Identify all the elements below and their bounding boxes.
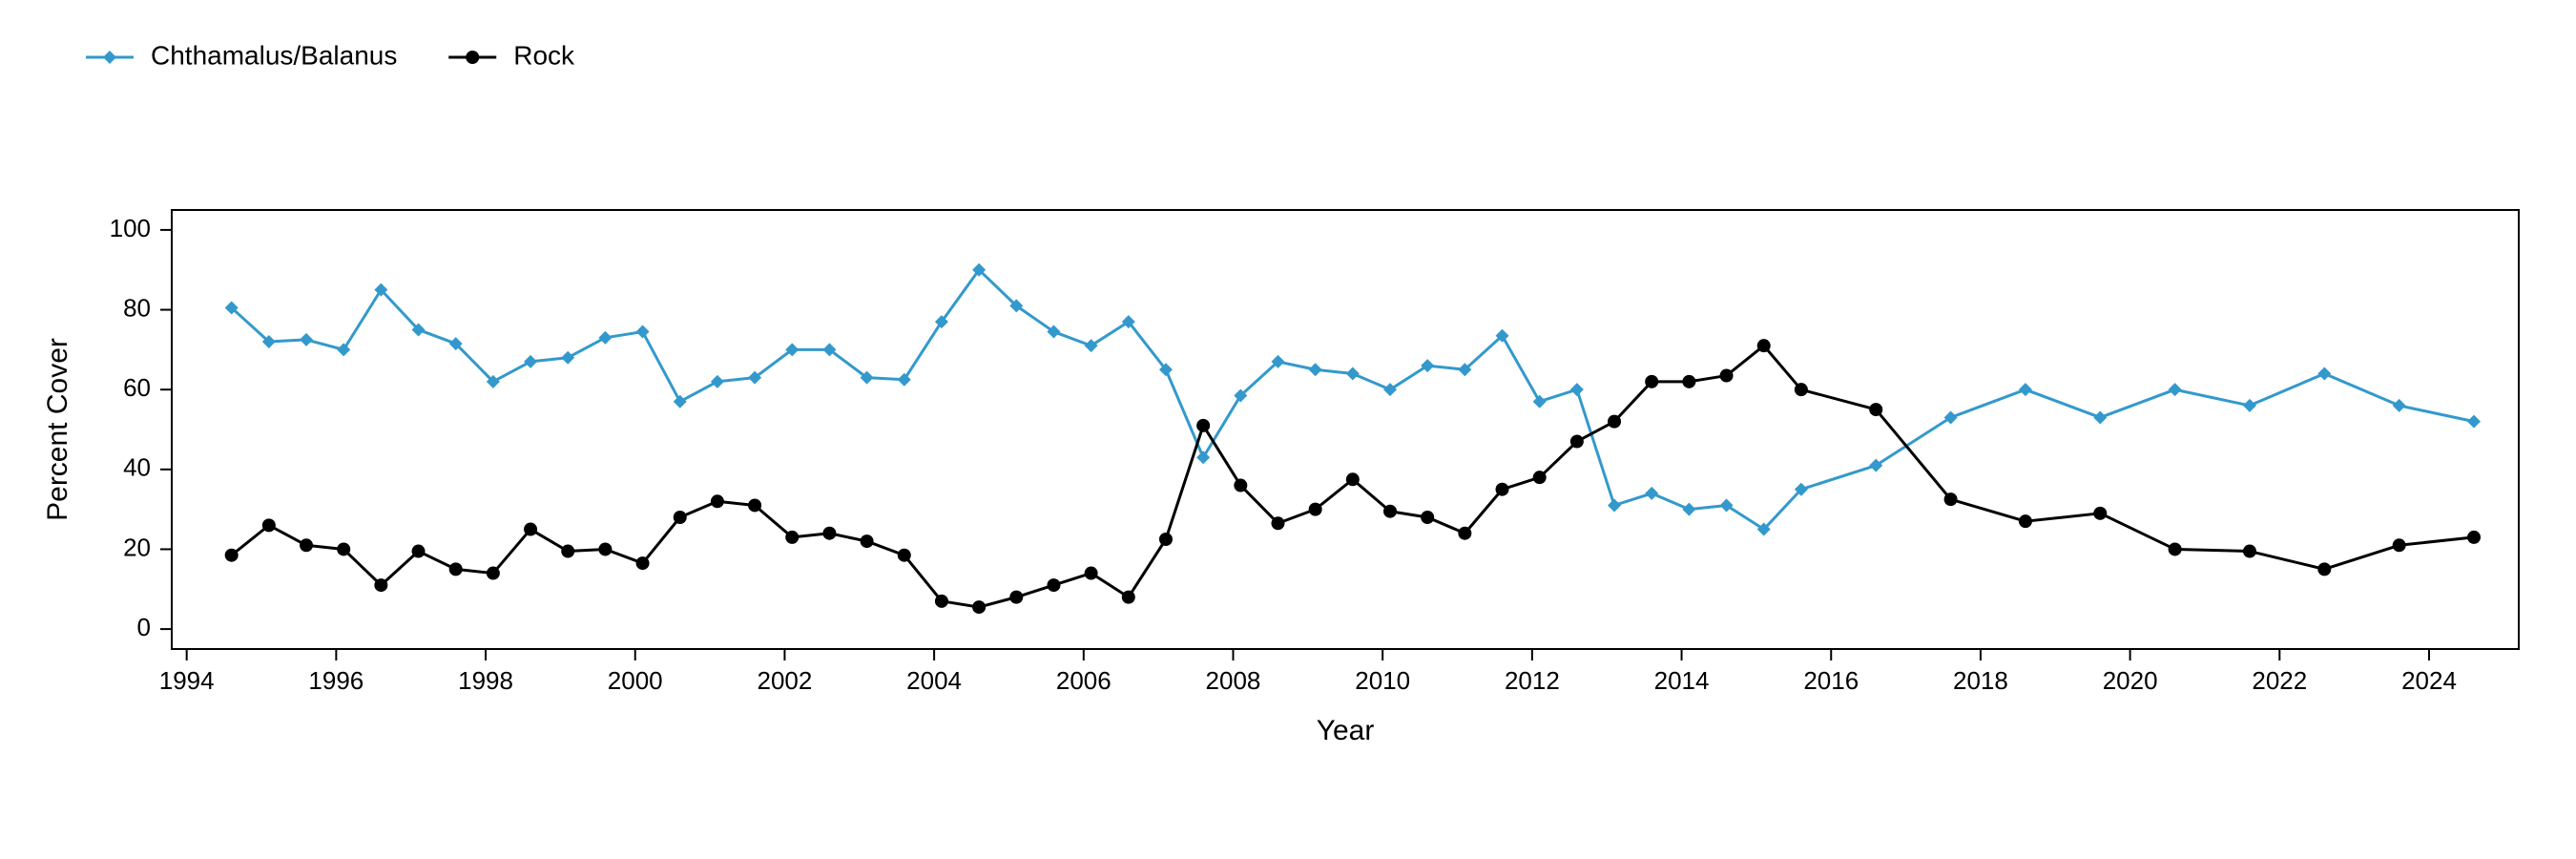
data-point: [1757, 339, 1771, 352]
y-tick-label: 20: [123, 533, 151, 561]
data-point: [561, 545, 574, 558]
y-tick-label: 60: [123, 373, 151, 402]
data-point: [711, 494, 724, 508]
data-point: [2019, 514, 2032, 528]
data-point: [1570, 435, 1584, 449]
x-tick-label: 1998: [458, 666, 513, 695]
data-point: [972, 600, 986, 614]
data-point: [861, 534, 874, 548]
data-point: [300, 538, 313, 552]
data-point: [412, 545, 426, 558]
x-tick-label: 2016: [1803, 666, 1859, 695]
data-point: [598, 542, 612, 555]
y-tick-label: 40: [123, 453, 151, 482]
data-point: [1234, 479, 1247, 492]
x-tick-label: 2014: [1654, 666, 1710, 695]
data-point: [822, 527, 836, 540]
y-tick-label: 0: [137, 613, 151, 641]
y-axis-label: Percent Cover: [42, 338, 73, 521]
x-tick-label: 1996: [308, 666, 364, 695]
data-point: [1196, 419, 1210, 432]
x-tick-label: 2022: [2252, 666, 2307, 695]
data-point: [935, 595, 948, 608]
data-point: [1496, 483, 1509, 496]
data-point: [785, 531, 799, 544]
data-point: [1682, 375, 1695, 388]
data-point: [1720, 369, 1734, 383]
legend-label: Rock: [513, 40, 575, 70]
x-tick-label: 2008: [1206, 666, 1261, 695]
x-tick-label: 2002: [757, 666, 812, 695]
data-point: [2093, 507, 2107, 520]
x-tick-label: 1994: [159, 666, 215, 695]
data-point: [674, 511, 687, 524]
y-tick-label: 80: [123, 293, 151, 322]
data-point: [262, 518, 276, 532]
data-point: [2317, 562, 2331, 576]
data-point: [1421, 511, 1434, 524]
data-point: [1009, 591, 1023, 604]
x-tick-label: 2004: [906, 666, 962, 695]
data-point: [1944, 492, 1958, 506]
x-tick-label: 2024: [2401, 666, 2457, 695]
data-point: [1608, 415, 1621, 429]
data-point: [898, 549, 911, 562]
data-point: [2169, 542, 2182, 555]
data-point: [748, 498, 761, 512]
y-tick-label: 100: [110, 214, 151, 242]
data-point: [2243, 545, 2256, 558]
data-point: [487, 567, 500, 580]
data-point: [1458, 527, 1471, 540]
chart-container: { "chart": { "type": "line", "width_px":…: [0, 0, 2576, 859]
x-axis-label: Year: [1317, 715, 1375, 746]
data-point: [449, 562, 463, 576]
x-tick-label: 2000: [608, 666, 663, 695]
data-point: [225, 549, 239, 562]
x-tick-label: 2020: [2103, 666, 2158, 695]
data-point: [1795, 383, 1808, 396]
x-tick-label: 2006: [1056, 666, 1111, 695]
line-chart: 0 20 40 60 80 100 Percent Cover 1994 1996 1998 200…: [0, 0, 2576, 859]
data-point: [1047, 578, 1060, 592]
data-point: [337, 542, 350, 555]
data-point: [374, 578, 387, 592]
data-point: [2393, 538, 2406, 552]
x-tick-label: 2010: [1355, 666, 1410, 695]
data-point: [1122, 591, 1135, 604]
legend-marker: [466, 51, 479, 64]
data-point: [1645, 375, 1658, 388]
data-point: [1271, 516, 1284, 530]
data-point: [1533, 471, 1547, 484]
x-tick-label: 2018: [1953, 666, 2008, 695]
legend-label: Chthamalus/Balanus: [151, 40, 397, 70]
data-point: [2467, 531, 2481, 544]
data-point: [1346, 472, 1360, 486]
data-point: [1085, 567, 1098, 580]
data-point: [1159, 533, 1173, 546]
x-tick-label: 2012: [1505, 666, 1560, 695]
data-point: [524, 523, 537, 536]
data-point: [1309, 503, 1322, 516]
data-point: [1383, 505, 1397, 518]
data-point: [636, 556, 650, 570]
data-point: [1869, 403, 1882, 416]
